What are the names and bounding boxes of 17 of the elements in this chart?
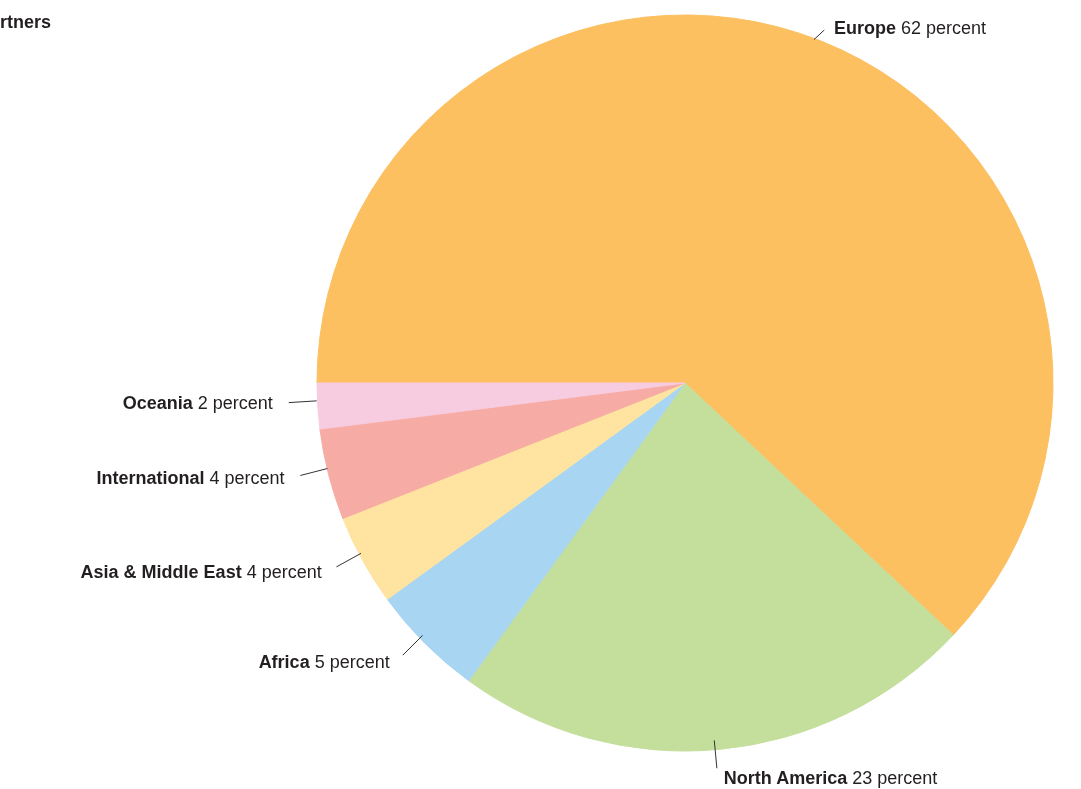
data-label: 4 percent bbox=[241, 561, 322, 582]
slice-label: North America bbox=[723, 768, 849, 789]
slice-label: Africa bbox=[258, 652, 311, 673]
slice-label: International bbox=[96, 467, 205, 488]
data-label: 62 percent bbox=[896, 18, 987, 38]
pie-slice bbox=[316, 382, 686, 430]
pie-slice bbox=[319, 382, 686, 519]
pie-slice bbox=[342, 382, 686, 600]
data-label: 23 percent bbox=[847, 768, 938, 789]
data-label: 5 percent bbox=[309, 652, 390, 673]
data-label: 4 percent bbox=[204, 467, 285, 488]
slice-label: Asia & Middle East bbox=[80, 561, 242, 582]
slice-label: Oceania bbox=[122, 393, 194, 414]
chart-title: rtners bbox=[0, 12, 52, 33]
slice-label: Europe bbox=[833, 18, 896, 38]
pie-slice bbox=[468, 382, 954, 752]
data-label: 2 percent bbox=[192, 393, 273, 414]
